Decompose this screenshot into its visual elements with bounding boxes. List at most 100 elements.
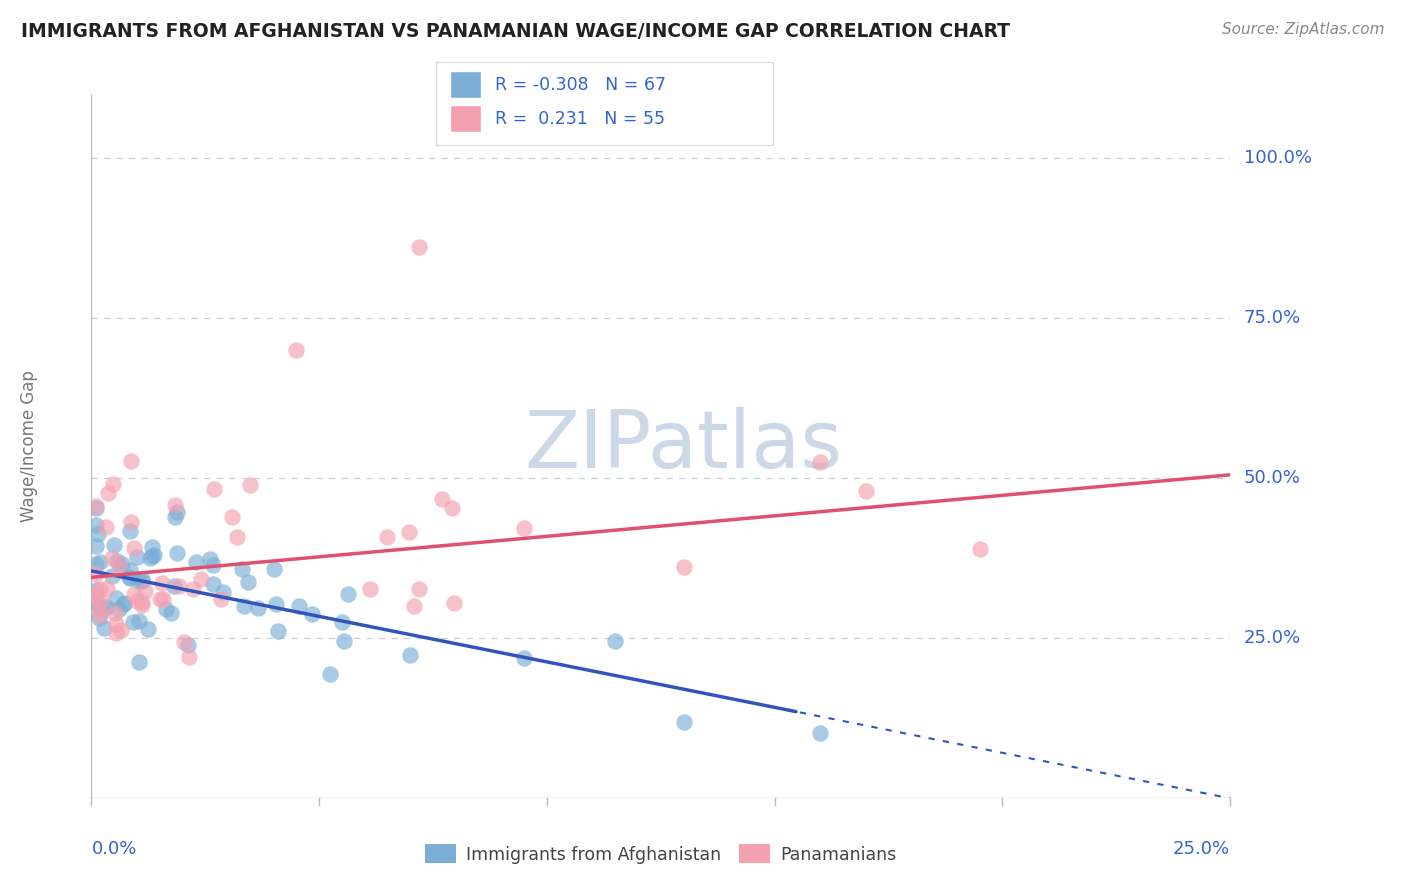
Point (97, 485, 120, 500)
Point (84, 557, 107, 571)
Point (263, 562, 285, 576)
Text: 25.0%: 25.0% (1244, 629, 1301, 648)
Point (127, 574, 149, 588)
Point (672, 714, 695, 729)
Point (264, 597, 287, 611)
Point (84, 518, 107, 533)
Point (163, 499, 186, 513)
Text: 25.0%: 25.0% (1173, 840, 1230, 858)
Point (90, 594, 112, 608)
Point (118, 569, 141, 583)
Point (96, 582, 118, 596)
Point (177, 638, 200, 652)
Point (84, 582, 107, 597)
Text: Wage/Income Gap: Wage/Income Gap (20, 370, 38, 522)
Text: 100.0%: 100.0% (1244, 149, 1312, 167)
Point (101, 476, 124, 491)
Point (150, 575, 173, 590)
Point (513, 521, 536, 535)
Point (808, 726, 831, 740)
Point (184, 555, 207, 569)
Point (430, 491, 453, 506)
Text: 75.0%: 75.0% (1244, 309, 1301, 326)
Point (118, 524, 141, 538)
Point (89, 600, 111, 615)
Point (190, 572, 212, 586)
Point (131, 572, 153, 586)
Point (84, 539, 107, 553)
Point (125, 593, 148, 607)
Point (246, 601, 269, 615)
Point (232, 599, 254, 613)
Point (408, 240, 430, 254)
Text: ZIPatlas: ZIPatlas (524, 407, 842, 485)
Point (84, 587, 107, 601)
Point (160, 606, 183, 620)
Point (330, 615, 353, 630)
Point (605, 634, 627, 648)
Point (87, 527, 110, 541)
Point (104, 626, 127, 640)
Point (239, 477, 262, 491)
Point (118, 563, 141, 577)
Point (120, 571, 142, 585)
Point (94, 600, 117, 615)
Point (134, 584, 156, 599)
Point (142, 548, 165, 562)
Text: 0.0%: 0.0% (91, 840, 136, 858)
Point (267, 624, 290, 639)
Point (104, 617, 127, 632)
Text: 50.0%: 50.0% (1244, 469, 1301, 487)
Point (89, 582, 111, 596)
Point (84, 597, 107, 611)
Point (198, 552, 221, 566)
Point (202, 576, 225, 591)
Point (238, 574, 260, 589)
Point (166, 546, 188, 560)
Point (173, 635, 195, 649)
Point (166, 505, 188, 519)
Point (84, 500, 107, 515)
Point (124, 587, 146, 601)
Point (209, 592, 232, 607)
Point (319, 666, 342, 681)
Point (121, 615, 143, 629)
Point (202, 482, 225, 496)
Point (285, 343, 308, 357)
Point (131, 599, 153, 613)
Point (149, 592, 172, 607)
Point (93, 621, 115, 635)
Point (96, 520, 118, 534)
Point (111, 557, 134, 571)
Point (333, 634, 356, 648)
Point (221, 509, 243, 524)
Point (112, 597, 135, 611)
Point (672, 560, 695, 574)
Point (139, 551, 162, 566)
Point (513, 651, 536, 665)
Point (152, 592, 174, 607)
Point (287, 599, 309, 613)
Point (441, 500, 464, 515)
Point (120, 454, 142, 468)
Point (84, 566, 107, 581)
Point (127, 549, 149, 564)
Point (128, 655, 150, 669)
Point (408, 582, 430, 596)
Point (89, 556, 111, 570)
Point (94, 600, 117, 615)
Point (181, 582, 204, 596)
Point (101, 569, 124, 583)
Point (122, 541, 145, 555)
Point (138, 622, 160, 636)
Point (167, 579, 190, 593)
Point (177, 650, 200, 665)
Point (399, 648, 422, 663)
Point (969, 542, 991, 557)
Point (87, 611, 110, 625)
Point (107, 602, 129, 616)
Point (87, 602, 110, 616)
Point (108, 558, 131, 572)
Point (443, 596, 465, 610)
Point (337, 587, 360, 601)
